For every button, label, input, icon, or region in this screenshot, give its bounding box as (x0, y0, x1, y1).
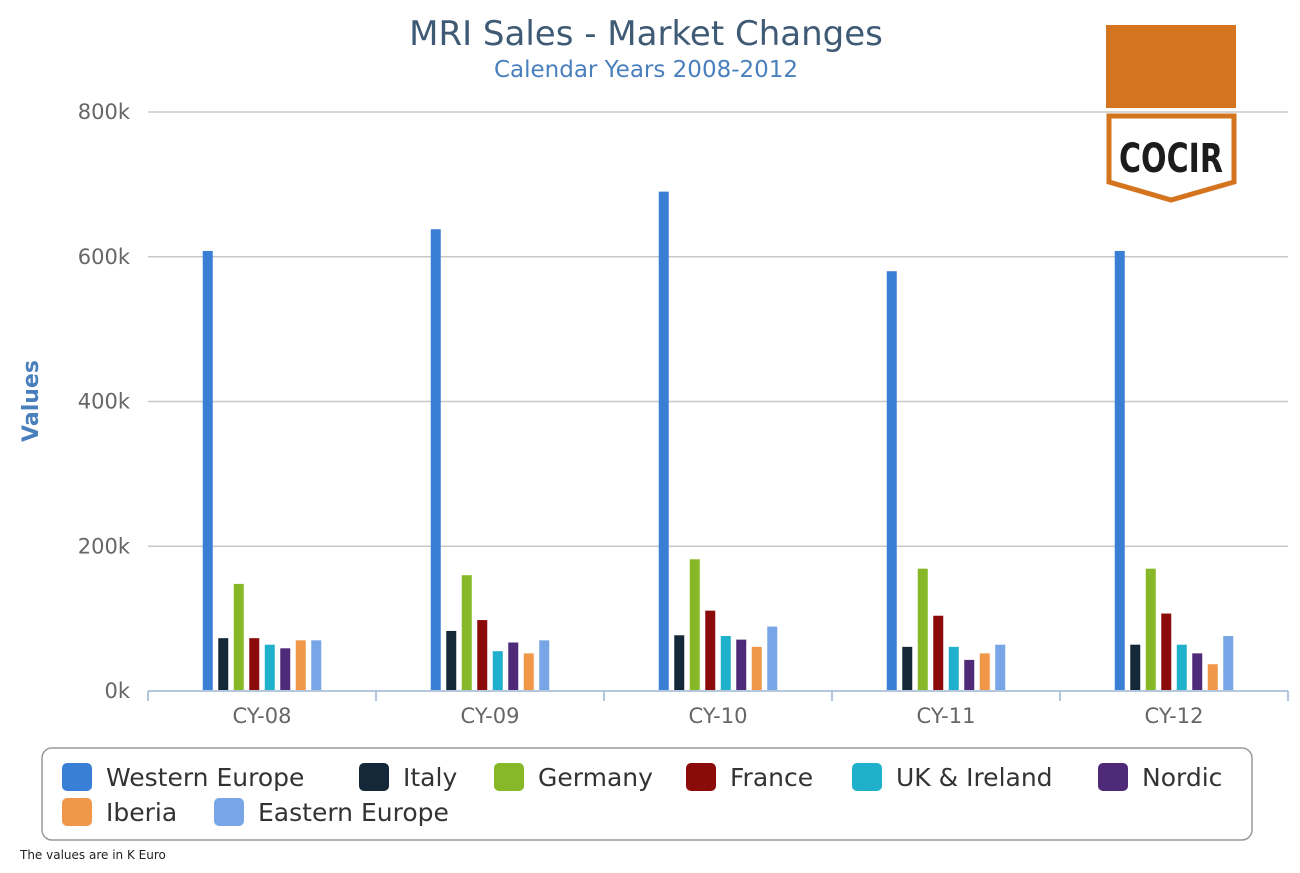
bar (1207, 664, 1218, 691)
x-tick-label: CY-10 (689, 704, 748, 728)
bar (264, 644, 275, 691)
bar (218, 638, 229, 691)
y-tick-label: 0k (104, 679, 130, 703)
bars (202, 191, 1234, 692)
bar (917, 568, 928, 691)
x-tick-label: CY-11 (917, 704, 976, 728)
bar (1114, 250, 1125, 691)
legend-label: Iberia (106, 798, 177, 827)
y-tick-label: 200k (78, 534, 131, 558)
bar (767, 626, 778, 691)
bar (705, 610, 716, 691)
legend-swatch (686, 763, 716, 791)
x-tick-label: CY-09 (461, 704, 520, 728)
legend-swatch (494, 763, 524, 791)
bar (461, 575, 472, 691)
bar (674, 635, 685, 691)
legend-label: Nordic (1142, 763, 1222, 792)
cocir-logo: COCIR (1106, 25, 1237, 203)
legend-label: France (730, 763, 813, 792)
bar (430, 229, 441, 691)
bar (751, 646, 762, 691)
bar (995, 644, 1006, 691)
bar (311, 640, 322, 691)
legend-box (41, 747, 1253, 841)
bar (523, 653, 534, 691)
chart-subtitle: Calendar Years 2008-2012 (494, 57, 798, 83)
y-tick-label: 800k (78, 100, 131, 124)
bar (508, 642, 519, 691)
x-axis: CY-08 CY-09 CY-10 CY-11 CY-12 (147, 690, 1289, 728)
bar (979, 653, 990, 691)
x-tick-label: CY-08 (233, 704, 292, 728)
bar (689, 559, 700, 691)
bar (720, 635, 731, 691)
bar (1176, 644, 1187, 691)
bar (1145, 568, 1156, 691)
bar (492, 651, 503, 691)
y-tick-label: 400k (78, 390, 131, 414)
bar (233, 583, 244, 691)
legend-swatch (62, 798, 92, 826)
gridlines (148, 111, 1288, 547)
legend-swatch (1098, 763, 1128, 791)
logo-badge (1106, 113, 1237, 203)
legend-swatch (214, 798, 244, 826)
bar (736, 639, 747, 691)
legend-swatch (852, 763, 882, 791)
bar (886, 271, 897, 691)
bar (902, 646, 913, 691)
legend-label: Italy (403, 763, 457, 792)
bar (477, 620, 488, 691)
legend-swatch (359, 763, 389, 791)
bar (933, 615, 944, 691)
legend: Western Europe Italy Germany France UK & Ire… (41, 747, 1253, 841)
bar (1130, 644, 1141, 691)
footnote: The values are in K Euro (20, 848, 166, 862)
bar (948, 646, 959, 691)
bar (295, 640, 306, 691)
legend-label: Eastern Europe (258, 798, 449, 827)
chart-title: MRI Sales - Market Changes (409, 14, 883, 54)
legend-swatch (62, 763, 92, 791)
y-axis-label: Values (19, 360, 44, 442)
logo-orange-block (1106, 25, 1236, 108)
bar (1192, 653, 1203, 691)
y-axis-ticks: 0k 200k 400k 600k 800k (78, 100, 131, 703)
bar (539, 640, 550, 691)
bar (280, 648, 291, 691)
bar (202, 250, 213, 691)
y-tick-label: 600k (78, 245, 131, 269)
bar (249, 638, 260, 691)
x-tick-label: CY-12 (1145, 704, 1204, 728)
bar (446, 630, 457, 691)
bar (1161, 613, 1172, 691)
legend-label: Germany (538, 763, 653, 792)
legend-label: UK & Ireland (896, 763, 1053, 792)
bar (658, 191, 669, 692)
legend-label: Western Europe (106, 763, 304, 792)
bar (964, 659, 975, 691)
logo-text: COCIR (1119, 136, 1223, 182)
bar (1223, 635, 1234, 691)
